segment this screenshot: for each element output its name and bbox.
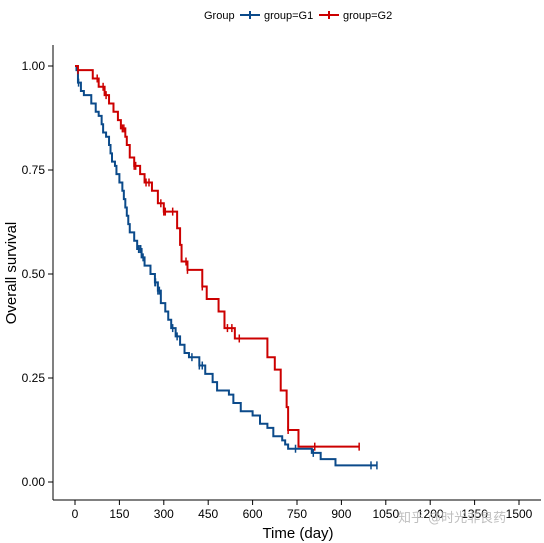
x-tick-label: 1200 — [417, 507, 444, 521]
x-axis-title: Time (day) — [262, 525, 333, 542]
x-tick-label: 1350 — [461, 507, 488, 521]
legend-label-g2: group=G2 — [343, 10, 392, 22]
y-tick-label: 1.00 — [22, 59, 46, 73]
legend-title: Group — [204, 10, 235, 22]
x-tick-label: 150 — [109, 507, 129, 521]
series-1-curve — [75, 65, 377, 467]
y-tick-label: 0.50 — [22, 267, 46, 281]
y-ticks: 0.00 0.25 0.50 0.75 1.00 — [22, 59, 53, 489]
legend-label-g1: group=G1 — [264, 10, 313, 22]
legend: Group group=G1 group=G2 — [204, 10, 392, 22]
watermark: 知乎 @时光非良药 — [398, 510, 506, 526]
x-tick-label: 0 — [72, 507, 79, 521]
y-tick-label: 0.25 — [22, 371, 46, 385]
series-layer — [75, 65, 378, 470]
x-tick-label: 600 — [243, 507, 263, 521]
x-tick-label: 1500 — [506, 507, 533, 521]
y-tick-label: 0.75 — [22, 163, 46, 177]
x-tick-label: 900 — [331, 507, 351, 521]
x-tick-label: 1050 — [372, 507, 399, 521]
y-axis-title: Overall survival — [3, 222, 20, 325]
y-tick-label: 0.00 — [22, 475, 46, 489]
x-tick-label: 450 — [198, 507, 218, 521]
x-ticks: 0 150 300 450 600 750 900 1050 1200 1350 1500 — [72, 500, 533, 521]
x-tick-label: 300 — [154, 507, 174, 521]
x-tick-label: 750 — [287, 507, 307, 521]
